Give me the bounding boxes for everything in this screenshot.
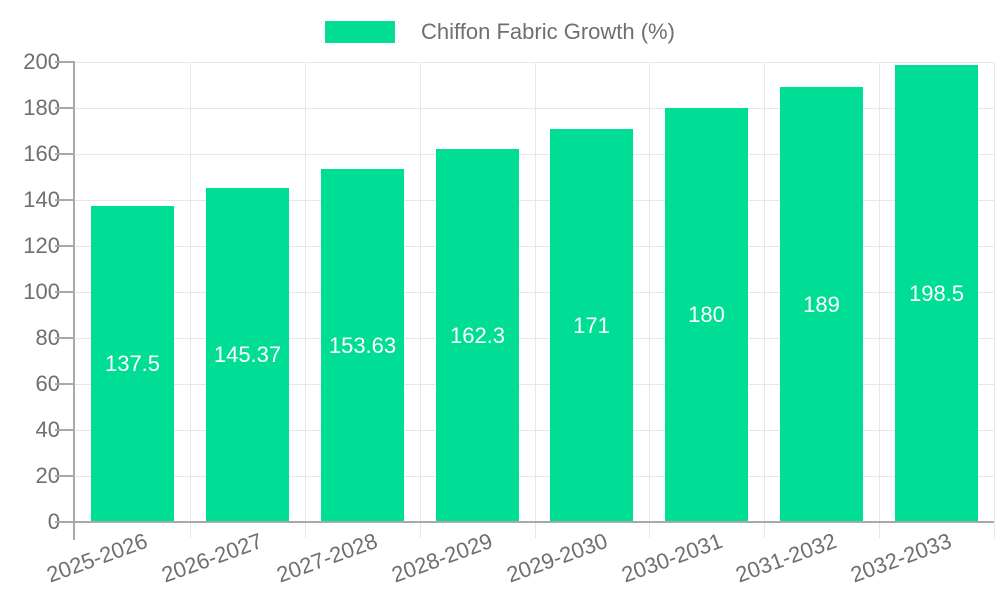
- y-axis-tick: [55, 291, 75, 293]
- x-axis-labels: 2025-2026 2026-2027 2027-2028 2028-2029 2029…: [44, 528, 994, 598]
- x-axis-tick-label: 2026-2027: [158, 528, 266, 588]
- y-axis-tick-label: 20: [35, 463, 60, 488]
- bar[interactable]: 137.5: [91, 206, 174, 522]
- y-axis-tick: [55, 199, 75, 201]
- bar-value-label: 189: [803, 291, 840, 317]
- y-axis-labels: 0 20 40 60 80 100 120 140 160 180 200: [0, 50, 62, 534]
- bar-value-label: 180: [688, 302, 725, 327]
- legend-swatch: [325, 21, 396, 43]
- bar[interactable]: 180: [665, 108, 748, 522]
- x-axis-line: [73, 521, 994, 523]
- x-axis-tick-label: 2032-2033: [847, 528, 956, 588]
- x-axis-tick-label: 2025-2026: [43, 528, 151, 588]
- bar-value-label: 198.5: [908, 280, 965, 306]
- gridline-vertical: [993, 62, 995, 538]
- y-axis-tick: [55, 153, 75, 155]
- bar[interactable]: 153.63: [321, 169, 404, 522]
- y-axis-tick-label: 60: [35, 371, 60, 396]
- x-axis-tick-label: 2030-2031: [617, 528, 726, 588]
- bar-value-label: 153.63: [328, 332, 397, 358]
- y-axis-tick: [55, 107, 75, 109]
- bar[interactable]: 162.3: [436, 149, 519, 522]
- y-axis-tick-label: 180: [23, 95, 60, 120]
- x-axis-tick-label: 2031-2032: [732, 528, 841, 588]
- gridline-vertical: [763, 62, 765, 538]
- y-axis-tick: [55, 521, 75, 523]
- gridline-vertical: [648, 62, 650, 538]
- y-axis-tick: [55, 337, 75, 339]
- bar-value-label: 137.5: [104, 351, 161, 376]
- gridline-vertical: [304, 62, 306, 538]
- y-axis-tick-label: 100: [23, 279, 60, 304]
- bar-value-label: 171: [573, 312, 610, 338]
- bar[interactable]: 145.37: [206, 188, 289, 522]
- legend-label: Chiffon Fabric Growth (%): [421, 19, 675, 44]
- y-axis-tick: [55, 61, 75, 63]
- plot-area: 137.5 145.37 153.63 162.3 171 180 189 198.5: [75, 61, 995, 538]
- bar[interactable]: 189: [780, 87, 863, 522]
- y-axis-tick: [55, 475, 75, 477]
- bar[interactable]: 198.5: [895, 65, 978, 522]
- y-axis-line: [73, 62, 75, 540]
- legend[interactable]: Chiffon Fabric Growth (%): [0, 18, 1000, 46]
- gridline-vertical: [189, 62, 191, 538]
- y-axis-tick-label: 80: [35, 325, 60, 350]
- gridline-vertical: [878, 62, 880, 538]
- y-axis-tick-label: 160: [23, 141, 60, 166]
- y-axis-tick: [55, 429, 75, 431]
- y-axis-tick-label: 140: [23, 187, 60, 212]
- gridline-vertical: [534, 62, 536, 538]
- bar-value-label: 162.3: [449, 322, 506, 348]
- y-axis-tick-label: 200: [23, 49, 60, 74]
- y-axis-tick: [55, 383, 75, 385]
- y-axis-tick: [55, 245, 75, 247]
- gridline-vertical: [419, 62, 421, 538]
- y-axis-tick-label: 0: [47, 509, 60, 534]
- x-axis-tick-label: 2029-2030: [503, 528, 611, 588]
- x-axis-tick-label: 2027-2028: [273, 528, 381, 588]
- y-axis-tick-label: 40: [35, 417, 60, 442]
- bar-value-label: 145.37: [213, 342, 282, 367]
- x-axis-tick-label: 2028-2029: [388, 528, 496, 588]
- bar[interactable]: 171: [550, 129, 633, 522]
- y-axis-tick-label: 120: [23, 233, 60, 258]
